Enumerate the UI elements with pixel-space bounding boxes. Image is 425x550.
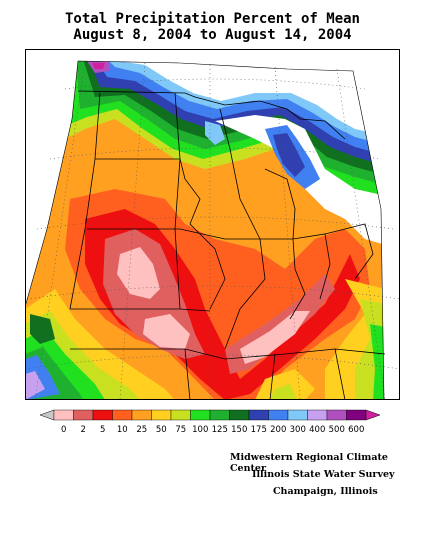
legend-label: 2 (81, 425, 86, 435)
legend-label: 25 (136, 425, 147, 435)
legend-label: 5 (100, 425, 105, 435)
legend-swatch (53, 409, 74, 421)
legend-label: 300 (290, 425, 306, 435)
legend-label: 150 (231, 425, 247, 435)
legend-swatch (346, 409, 367, 421)
legend-labels: 0 2 5 10 25 50 75 100 125 150 175 200 300 400 500 600 (61, 425, 364, 435)
legend-label: 600 (348, 425, 364, 435)
legend-label: 400 (309, 425, 325, 435)
legend-swatch (248, 409, 269, 421)
legend-swatch (112, 409, 133, 421)
legend-swatch (287, 409, 308, 421)
color-legend: 0 2 5 10 25 50 75 100 125 150 175 200 300 400 500 600 (39, 409, 381, 435)
legend-label: 125 (212, 425, 228, 435)
legend-swatch-high (365, 409, 381, 421)
credit-line-2: Illinois State Water Survey (252, 469, 395, 480)
legend-swatch (151, 409, 172, 421)
graticule (25, 60, 400, 400)
legend-swatch (326, 409, 347, 421)
legend-swatch (190, 409, 211, 421)
legend-label: 10 (117, 425, 128, 435)
credit-line-3: Champaign, Illinois (273, 486, 378, 497)
legend-swatch (170, 409, 191, 421)
legend-label: 200 (270, 425, 286, 435)
legend-swatch (307, 409, 328, 421)
legend-swatch (73, 409, 94, 421)
legend-label: 100 (192, 425, 208, 435)
legend-label: 0 (61, 425, 66, 435)
map-title: Total Precipitation Percent of Mean (64, 11, 360, 27)
map-frame (25, 49, 400, 400)
legend-label: 50 (156, 425, 167, 435)
legend-swatch (92, 409, 113, 421)
legend-label: 175 (251, 425, 267, 435)
legend-swatch (268, 409, 289, 421)
legend-swatch (209, 409, 230, 421)
precipitation-map (25, 49, 400, 400)
map-outline (25, 60, 385, 400)
legend-swatch (131, 409, 152, 421)
legend-label: 75 (175, 425, 186, 435)
legend-swatch (229, 409, 250, 421)
legend-label: 500 (329, 425, 345, 435)
map-date-range: August 8, 2004 to August 14, 2004 (73, 27, 352, 43)
legend-swatch-low (39, 409, 55, 421)
legend-swatches (39, 409, 381, 421)
credit-line-1: Midwestern Regional Climate Center (230, 452, 388, 474)
state-boundaries (69, 90, 386, 400)
